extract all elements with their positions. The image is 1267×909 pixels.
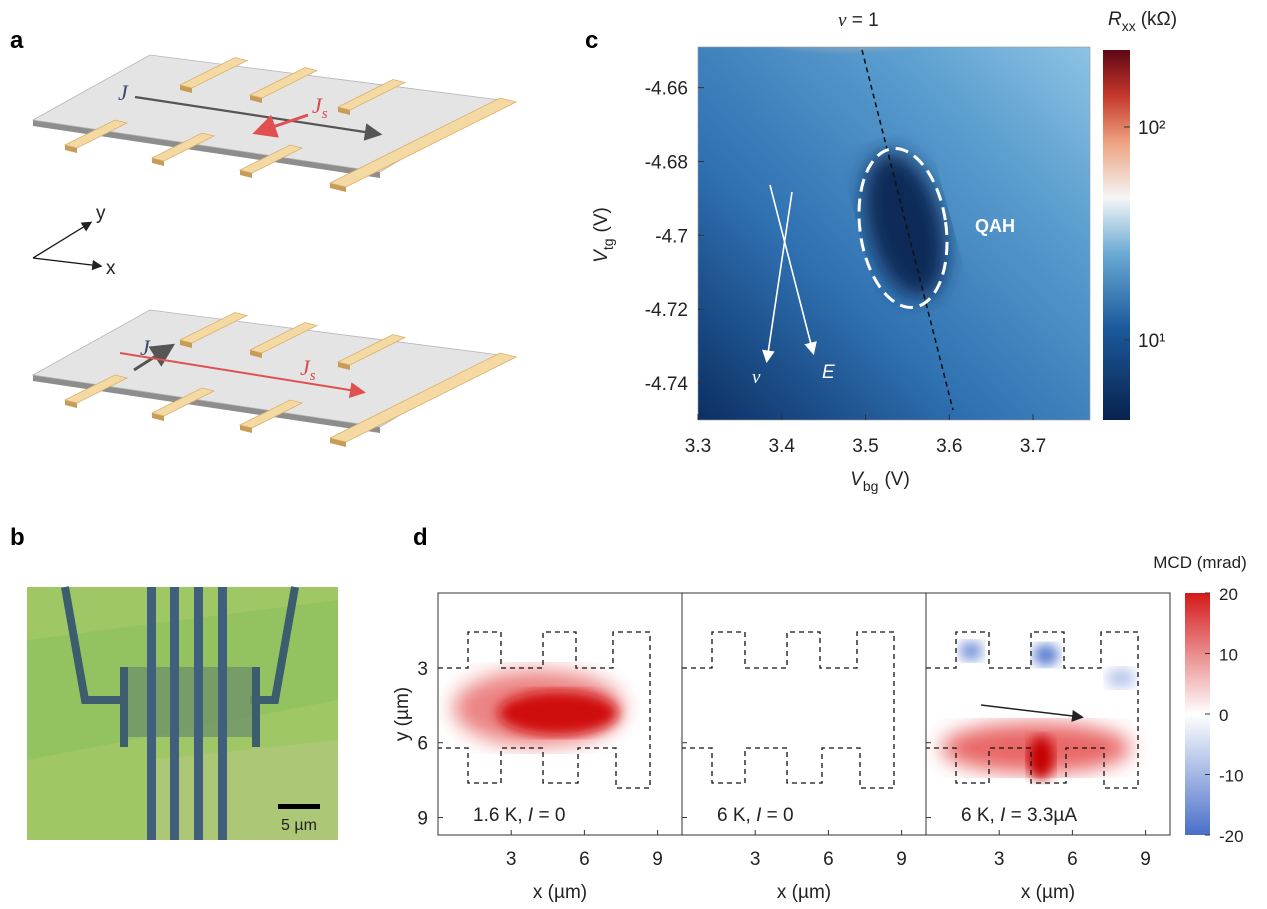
x-axis-label: x (µm) xyxy=(533,882,587,903)
y-tick-label: 3 xyxy=(417,659,428,680)
panel-label: b xyxy=(10,524,25,551)
y-tick-label: -4.72 xyxy=(645,300,688,321)
x-tick-label: 6 xyxy=(823,849,834,870)
x-tick-label: 9 xyxy=(652,849,663,870)
colorbar xyxy=(1103,50,1130,420)
label-part: = 0 xyxy=(533,805,565,826)
plot-frame xyxy=(682,593,926,835)
map-label: 6 K, I = 3.3µA xyxy=(961,805,1077,826)
y-tick-label: -4.7 xyxy=(655,226,688,247)
current-label: J xyxy=(118,80,129,105)
arrow-label: ν xyxy=(752,367,761,388)
signal xyxy=(498,691,618,735)
x-tick-label: 3.5 xyxy=(852,436,878,457)
panel-label: d xyxy=(413,524,428,551)
colorbar-tick-label: -10 xyxy=(1219,767,1244,786)
filling-label: ν = 1 xyxy=(838,10,879,31)
signal xyxy=(959,641,983,661)
colorbar-tick-label: 10² xyxy=(1138,118,1165,139)
colorbar-tick-label: 0 xyxy=(1219,706,1228,725)
axis-arrow xyxy=(33,258,100,266)
x-tick-label: 3 xyxy=(506,849,517,870)
panel-label: a xyxy=(10,27,24,54)
scale-bar-label: 5 µm xyxy=(281,817,317,834)
x-axis-label: x (µm) xyxy=(777,882,831,903)
x-tick-label: 6 xyxy=(579,849,590,870)
x-tick-label: 9 xyxy=(1140,849,1151,870)
figure: a b c d J Js J Js y x 5 µm ν E QAH ν = 1… xyxy=(0,0,1267,909)
x-tick-label: 3 xyxy=(750,849,761,870)
axis-label: x xyxy=(106,258,116,279)
colorbar-tick-label: 10¹ xyxy=(1138,331,1165,352)
axis-label: y xyxy=(96,203,106,224)
panel-d: 3 6 9 3 6 9 x (µm) 1.6 K, I = 0 3 6 9 x (µm) 6 K, I … xyxy=(417,593,1170,903)
x-tick-label: 3.3 xyxy=(685,436,711,457)
x-tick-label: 9 xyxy=(896,849,907,870)
heatmap xyxy=(670,0,1090,420)
colorbar-tick-label: 10 xyxy=(1219,646,1238,665)
colorbar-tick-label: -20 xyxy=(1219,827,1244,846)
arrow-label: E xyxy=(822,362,835,383)
label-part: = 3.3µA xyxy=(1005,805,1077,826)
colorbar-label: MCD (mrad) xyxy=(1153,553,1247,572)
x-tick-label: 6 xyxy=(1067,849,1078,870)
micrograph xyxy=(27,587,338,840)
signal xyxy=(1028,736,1054,780)
label-part: 6 K, xyxy=(961,805,1000,826)
panel-label: c xyxy=(585,27,598,54)
y-axis-label: y (µm) xyxy=(392,687,413,741)
x-axis-label: x (µm) xyxy=(1021,882,1075,903)
y-tick-label: -4.74 xyxy=(645,374,689,395)
y-tick-label: -4.68 xyxy=(645,152,688,173)
x-tick-label: 3.4 xyxy=(769,436,796,457)
colorbar-label: Rxx(kΩ) xyxy=(1108,9,1177,34)
plot-frame xyxy=(926,593,1170,835)
signal xyxy=(1106,668,1136,688)
x-axis-label: Vbg(V) xyxy=(850,469,910,494)
map-label: 1.6 K, I = 0 xyxy=(473,805,565,826)
mcd-map: 3 6 9 3 6 9 x (µm) 1.6 K, I = 0 xyxy=(417,593,682,903)
arrow xyxy=(981,705,1081,717)
y-tick-label: 6 xyxy=(417,734,428,755)
signal xyxy=(1033,644,1059,666)
plate xyxy=(33,310,500,427)
mcd-map: 3 6 9 x (µm) 6 K, I = 0 xyxy=(682,593,926,903)
device-outline xyxy=(682,632,894,788)
y-axis-label: Vtg(V) xyxy=(591,207,616,263)
panel-a xyxy=(33,55,516,447)
region-label: QAH xyxy=(975,216,1015,236)
mcd-map: 3 6 9 x (µm) 6 K, I = 3.3µA xyxy=(926,593,1170,903)
label-part: = 0 xyxy=(761,805,793,826)
current-label: J xyxy=(140,335,151,360)
map-label: 6 K, I = 0 xyxy=(717,805,794,826)
axis-arrow xyxy=(33,223,90,258)
label-part: 1.6 K, xyxy=(473,805,528,826)
x-tick-label: 3.7 xyxy=(1020,436,1046,457)
colorbar-tick-label: 20 xyxy=(1219,585,1238,604)
x-tick-label: 3 xyxy=(994,849,1005,870)
x-tick-label: 3.6 xyxy=(936,436,962,457)
y-tick-label: -4.66 xyxy=(645,79,688,100)
plate xyxy=(33,55,500,172)
y-tick-label: 9 xyxy=(417,809,428,830)
label-part: 6 K, xyxy=(717,805,756,826)
